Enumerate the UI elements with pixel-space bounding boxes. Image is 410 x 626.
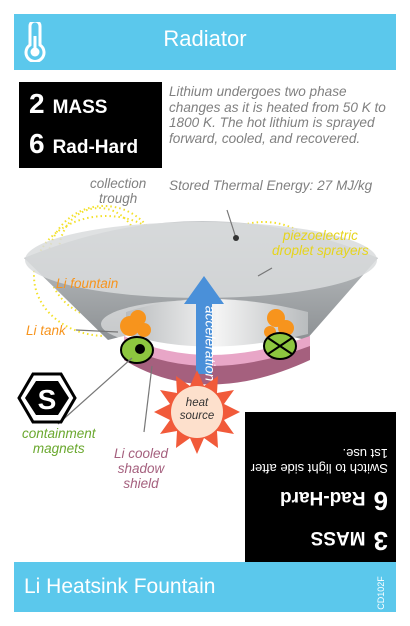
flip-rad-hard-value: 6 xyxy=(373,486,388,516)
rad-hard-stat: 6 Rad-Hard xyxy=(29,128,138,160)
label-collection-trough: collection trough xyxy=(90,176,147,206)
fountain-diagram: S xyxy=(17,205,378,610)
label-shadow-shield: Li cooled shadow shield xyxy=(114,446,169,491)
li-tank xyxy=(120,309,294,338)
mass-stat: 2 MASS xyxy=(29,88,107,120)
label-li-fountain: Li fountain xyxy=(56,276,119,291)
label-piezo-sprayers: piezoelectric droplet sprayers xyxy=(272,228,369,258)
heat-source-burst xyxy=(154,370,240,454)
description: Lithium undergoes two phase changes as i… xyxy=(169,84,386,146)
flip-rad-hard-label: Rad-Hard xyxy=(280,487,366,508)
category-title: Radiator xyxy=(163,26,247,51)
label-heat-source: heat source xyxy=(179,397,215,422)
mass-value: 2 xyxy=(29,88,45,119)
containment-magnet xyxy=(120,336,154,364)
flip-side-box: 3 MASS 6 Rad-Hard Switch to light side aft… xyxy=(245,412,396,562)
thermal-energy: Stored Thermal Energy: 27 MJ/kg xyxy=(169,178,373,193)
category-bar: Radiator xyxy=(14,14,396,70)
stat-box: 2 MASS 6 Rad-Hard xyxy=(19,82,162,168)
rad-hard-value: 6 xyxy=(29,128,45,159)
thermometer-icon xyxy=(24,22,46,62)
card: Radiator 2 MASS 6 Rad-Hard Lithium undergo… xyxy=(14,14,396,612)
flip-mass-stat: 3 MASS xyxy=(311,525,388,556)
card-code: CD102F xyxy=(375,576,386,610)
flip-mass-label: MASS xyxy=(310,527,366,548)
flip-side-note: Switch to light side after 1st use. xyxy=(250,446,388,476)
acceleration-arrow xyxy=(184,276,224,374)
label-containment-magnets: containment magnets xyxy=(22,426,96,456)
label-li-tank: Li tank xyxy=(26,323,66,338)
card-name: Li Heatsink Fountain xyxy=(24,575,216,598)
fountain-ring xyxy=(126,299,308,347)
flip-rad-hard-stat: 6 Rad-Hard xyxy=(280,485,388,516)
containment-magnet xyxy=(263,332,297,360)
flip-mass-value: 3 xyxy=(373,526,388,556)
mass-label: MASS xyxy=(52,97,108,118)
rad-hard-label: Rad-Hard xyxy=(52,137,139,158)
svg-text:S: S xyxy=(38,384,57,415)
name-bar: Li Heatsink Fountain xyxy=(14,562,396,612)
s-type-icon: S xyxy=(17,372,77,424)
